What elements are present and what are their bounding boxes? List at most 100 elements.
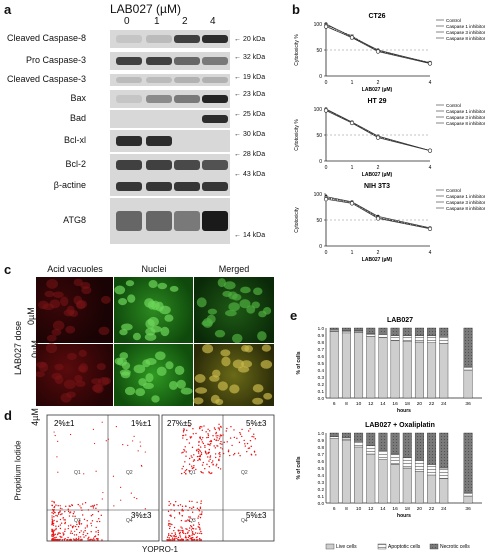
flow-event [91, 505, 94, 507]
cell-nucleus [91, 378, 102, 385]
flow-event [182, 437, 184, 439]
blot-band [116, 56, 142, 66]
flow-event [199, 455, 201, 458]
flow-event [97, 534, 99, 536]
flow-event [51, 517, 53, 519]
flow-event [180, 519, 183, 522]
bar-segment [378, 327, 388, 335]
flow-event [72, 526, 74, 529]
flow-event [218, 459, 220, 461]
flow-event [214, 456, 217, 459]
bar-segment [378, 337, 388, 399]
flow-event [237, 452, 240, 454]
flow-event [208, 430, 211, 432]
y-tick-label: 0.0 [318, 396, 325, 401]
flow-event [81, 509, 83, 511]
flow-event [105, 440, 107, 442]
y-tick-label: 0.2 [318, 382, 325, 387]
flow-event [250, 445, 252, 448]
flow-event [84, 527, 87, 529]
blot-strip [110, 198, 230, 244]
flow-event [225, 430, 227, 432]
flow-event [139, 445, 142, 447]
cell-nucleus [202, 318, 213, 328]
blot-band [202, 114, 228, 124]
bar-segment [354, 446, 364, 504]
flow-event [204, 444, 206, 447]
flow-event [199, 425, 201, 428]
flow-event [92, 428, 94, 430]
protein-label: Cleaved Caspase-8 [6, 33, 86, 43]
cell-nucleus [159, 305, 171, 315]
lane-label: 4 [210, 16, 216, 27]
flow-event [193, 459, 196, 461]
flow-event [52, 532, 55, 534]
bar-segment [414, 471, 424, 504]
flow-event [94, 539, 96, 541]
flow-event [250, 453, 252, 455]
bar-segment [463, 327, 473, 367]
flow-event [207, 436, 210, 439]
protein-label: Cleaved Caspase-3 [6, 74, 86, 84]
flow-event [167, 539, 170, 541]
legend-label: Caspase 1 inhibitor [446, 109, 485, 114]
cell-nucleus [78, 349, 87, 357]
bar-segment [329, 438, 339, 504]
y-tick-label: 0.5 [318, 466, 325, 471]
legend-label: Caspase 8 inhibitor [446, 206, 485, 211]
flow-event [198, 455, 200, 458]
data-point [427, 148, 433, 153]
col-label-merged: Merged [218, 264, 250, 274]
flow-event [197, 522, 200, 524]
flow-event [179, 531, 181, 534]
flow-event [182, 531, 184, 534]
flow-event [52, 508, 54, 511]
bar-segment [378, 432, 388, 451]
flow-event [61, 508, 63, 510]
flow-event [69, 532, 72, 534]
flow-event [59, 518, 62, 521]
data-point [323, 108, 329, 113]
x-tick-label: 22 [429, 506, 435, 512]
data-point [323, 24, 329, 29]
flow-event [176, 537, 178, 540]
flow-event [53, 502, 55, 504]
flow-event [191, 534, 193, 536]
flow-event [173, 526, 176, 529]
blot-band [146, 136, 172, 146]
cell-nucleus [215, 398, 224, 405]
flow-event [200, 530, 202, 533]
flow-event [64, 521, 67, 524]
flow-event [202, 442, 205, 445]
bar-segment [366, 327, 376, 334]
cell-nucleus [60, 296, 69, 307]
flow-event [132, 440, 134, 442]
flow-event [199, 437, 201, 440]
left-q3: Q3 [74, 518, 81, 524]
flow-event [185, 473, 187, 475]
bar-segment [439, 432, 449, 469]
flow-event [177, 529, 179, 531]
flow-event [69, 539, 71, 541]
bar-segment [354, 332, 364, 399]
flow-event [51, 539, 53, 541]
flow-event [221, 443, 223, 445]
flow-event [189, 425, 191, 427]
flow-event [195, 468, 197, 471]
micrograph-merged-4um [194, 344, 274, 406]
flow-event [87, 537, 89, 540]
flow-event [144, 451, 146, 453]
cell-nucleus [121, 323, 133, 331]
flow-event [191, 500, 193, 503]
flow-event [200, 470, 202, 473]
flow-event [95, 470, 97, 472]
bar-segment [414, 341, 424, 399]
flow-event [78, 523, 81, 525]
flow-event [97, 531, 100, 534]
flow-event [74, 530, 76, 532]
blot-band [202, 94, 228, 104]
flow-event [55, 528, 57, 531]
flow-event [218, 438, 221, 440]
flow-event [188, 500, 191, 503]
